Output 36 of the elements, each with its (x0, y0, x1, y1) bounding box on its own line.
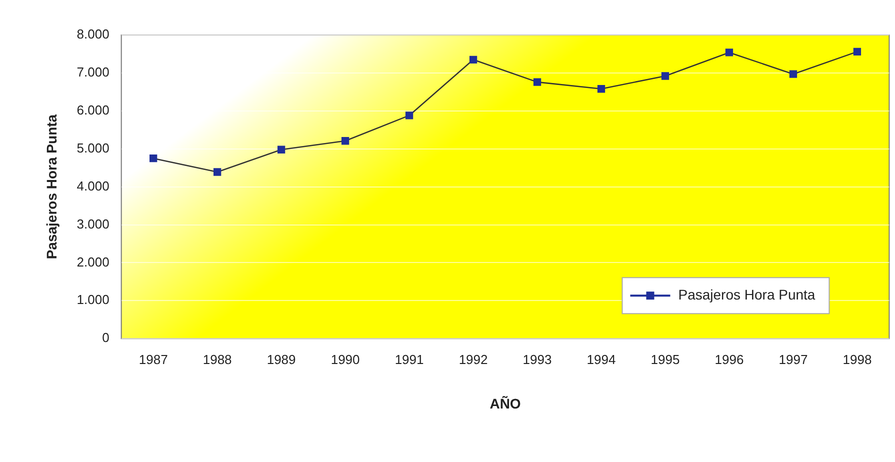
legend-label: Pasajeros Hora Punta (678, 286, 816, 302)
y-tick-label: 0 (102, 330, 110, 346)
x-tick-label: 1990 (330, 352, 360, 367)
x-tick-label: 1995 (650, 352, 680, 367)
y-tick-label: 7.000 (76, 64, 110, 80)
point (213, 168, 222, 176)
point (725, 48, 734, 56)
x-tick-label: 1988 (202, 352, 232, 367)
y-tick-label: 5.000 (76, 140, 110, 156)
y-tick-label: 8.000 (76, 26, 110, 42)
x-tick-label: 1992 (458, 352, 488, 367)
point (149, 154, 158, 162)
point (597, 85, 606, 93)
point (533, 78, 542, 86)
x-tick-label: 1994 (586, 352, 616, 367)
x-tick-label: 1991 (394, 352, 424, 367)
y-tick-label: 2.000 (76, 254, 110, 270)
x-tick-label: 1998 (842, 352, 872, 367)
x-tick-label: 1996 (714, 352, 744, 367)
point (405, 112, 414, 120)
y-axis-title: Pasajeros Hora Punta (43, 114, 60, 260)
y-tick-label: 4.000 (76, 178, 110, 194)
point (789, 70, 798, 78)
y-tick-label: 3.000 (76, 216, 110, 232)
x-tick-label: 1993 (522, 352, 552, 367)
point (853, 48, 862, 56)
point (469, 56, 478, 64)
x-tick-label: 1987 (138, 352, 168, 367)
y-tick-label: 1.000 (76, 292, 110, 308)
x-tick-label: 1989 (266, 352, 296, 367)
x-axis-title: AÑO (490, 395, 521, 412)
point (661, 72, 670, 80)
point (277, 146, 286, 154)
point (341, 137, 350, 145)
y-tick-label: 6.000 (76, 102, 110, 118)
x-tick-label: 1997 (778, 352, 808, 367)
